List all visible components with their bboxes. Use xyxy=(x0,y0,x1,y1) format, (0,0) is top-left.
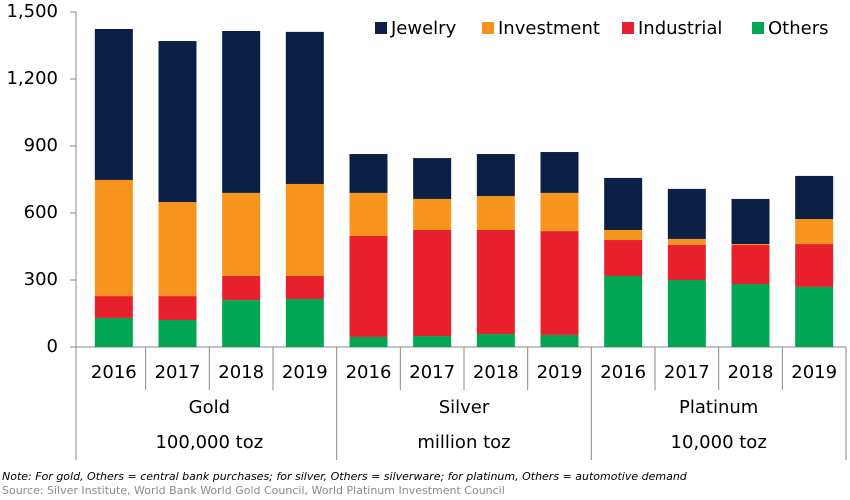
bar-segment xyxy=(413,229,452,337)
note: Note: For gold, Others = central bank pu… xyxy=(2,470,688,483)
legend-label: Industrial xyxy=(638,18,722,39)
y-tick-label: 600 xyxy=(24,202,58,223)
bar-segment xyxy=(731,198,770,245)
bar-segment xyxy=(94,28,133,180)
x-tick-label: 2018 xyxy=(728,362,774,383)
bar-segment xyxy=(222,275,261,301)
x-tick-label: 2016 xyxy=(91,362,137,383)
bar-segment xyxy=(349,154,388,193)
legend-swatch xyxy=(482,22,494,34)
bar-segment xyxy=(349,336,388,347)
x-tick-label: 2018 xyxy=(218,362,264,383)
y-tick-label: 1,500 xyxy=(6,1,58,22)
bar-segment xyxy=(604,275,643,347)
bar-segment xyxy=(731,244,770,285)
bar-segment xyxy=(667,188,706,239)
bar-segment xyxy=(222,192,261,276)
bar-segment xyxy=(222,300,261,347)
bar-segment xyxy=(795,219,834,245)
bar-segment xyxy=(94,317,133,347)
bar-segment xyxy=(540,334,579,347)
bar-segment xyxy=(540,192,579,232)
bar-segment xyxy=(158,41,197,203)
bar-segment xyxy=(285,31,324,184)
legend-swatch xyxy=(752,22,764,34)
bar-segment xyxy=(795,286,834,347)
x-tick-label: 2019 xyxy=(791,362,837,383)
y-tick-label: 300 xyxy=(24,269,58,290)
bar-segment xyxy=(540,231,579,335)
bar-segment xyxy=(604,229,643,241)
x-tick-label: 2019 xyxy=(537,362,583,383)
x-tick-label: 2016 xyxy=(600,362,646,383)
legend-swatch xyxy=(375,22,387,34)
bar-segment xyxy=(795,175,834,220)
legend-label: Others xyxy=(768,18,829,39)
bar-segment xyxy=(476,334,515,347)
bar-segment xyxy=(667,238,706,245)
group-label: Silver xyxy=(439,397,490,418)
y-tick-label: 900 xyxy=(24,135,58,156)
group-unit: 10,000 toz xyxy=(671,432,767,453)
bar-segment xyxy=(285,183,324,276)
bar-segment xyxy=(731,244,770,245)
bar-segment xyxy=(285,275,324,299)
x-tick-label: 2017 xyxy=(409,362,455,383)
bar-segment xyxy=(667,244,706,280)
bar-segment xyxy=(158,296,197,320)
bar-segment xyxy=(604,177,643,230)
bar-segment xyxy=(94,296,133,318)
bar-segment xyxy=(795,244,834,287)
legend-label: Jewelry xyxy=(390,18,457,39)
bar-segment xyxy=(476,229,515,335)
group-unit: million toz xyxy=(417,432,510,453)
bar-segment xyxy=(413,198,452,230)
bar-segment xyxy=(285,298,324,347)
bar-segment xyxy=(667,280,706,347)
y-tick-label: 1,200 xyxy=(6,68,58,89)
bar-segment xyxy=(158,202,197,297)
group-label: Platinum xyxy=(679,397,758,418)
y-tick-label: 0 xyxy=(47,336,58,357)
bar-segment xyxy=(413,336,452,347)
x-tick-label: 2018 xyxy=(473,362,519,383)
x-tick-label: 2016 xyxy=(346,362,392,383)
group-label: Gold xyxy=(189,397,230,418)
bar-segment xyxy=(349,192,388,237)
bar-segment xyxy=(413,158,452,199)
bar-segment xyxy=(94,179,133,297)
bar-segment xyxy=(604,240,643,276)
bar-segment xyxy=(158,319,197,347)
bar-segment xyxy=(731,284,770,347)
legend-label: Investment xyxy=(498,18,600,39)
bar-segment xyxy=(222,30,261,193)
x-tick-label: 2019 xyxy=(282,362,328,383)
bar-segment xyxy=(349,236,388,337)
bar-segment xyxy=(540,152,579,193)
bar-segment xyxy=(476,154,515,197)
x-tick-label: 2017 xyxy=(155,362,201,383)
legend-swatch xyxy=(622,22,634,34)
group-unit: 100,000 toz xyxy=(155,432,263,453)
source: Source: Silver Institute, World Bank Wor… xyxy=(2,484,505,497)
bar-segment xyxy=(476,196,515,230)
x-tick-label: 2017 xyxy=(664,362,710,383)
